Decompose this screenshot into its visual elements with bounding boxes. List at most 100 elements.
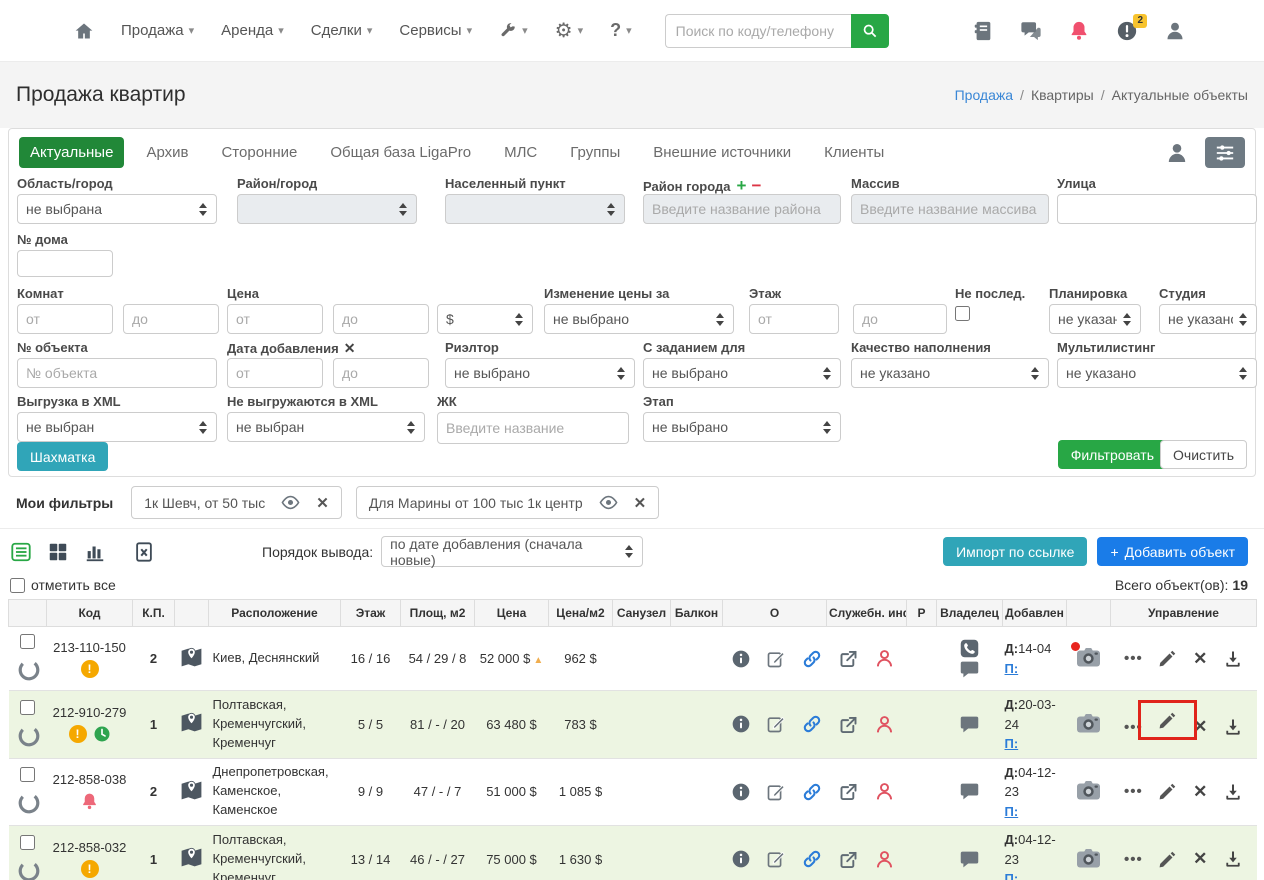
external-link-icon[interactable]: [838, 781, 859, 802]
realtor-person-icon[interactable]: [874, 781, 895, 802]
external-link-icon[interactable]: [838, 714, 859, 735]
delete-filter-icon[interactable]: ✕: [316, 494, 329, 512]
list-view-icon[interactable]: [10, 541, 32, 563]
notifications-bell-icon[interactable]: [1068, 20, 1090, 42]
info-icon[interactable]: [731, 649, 751, 669]
edit-pencil-icon[interactable]: [1158, 649, 1177, 668]
photos-camera-icon[interactable]: [1075, 846, 1102, 870]
link-icon[interactable]: [802, 849, 822, 869]
download-icon[interactable]: [1223, 782, 1243, 802]
filter-settings-button[interactable]: [1205, 137, 1245, 168]
row-checkbox[interactable]: [19, 634, 35, 649]
tab-obshchaya-baza[interactable]: Общая база LigaPro: [330, 144, 472, 161]
phone-icon[interactable]: [959, 638, 980, 659]
add-object-button[interactable]: + Добавить объект: [1097, 537, 1248, 566]
nav-item-servisy[interactable]: Сервисы ▾: [399, 22, 473, 39]
delete-filter-icon[interactable]: ✕: [633, 494, 647, 512]
floor-from-input[interactable]: [758, 311, 830, 327]
task-for-select[interactable]: не выбрано: [643, 358, 841, 388]
realtor-select[interactable]: не выбрано: [445, 358, 635, 388]
realtor-person-icon[interactable]: [874, 648, 895, 669]
photos-camera-icon[interactable]: [1075, 711, 1102, 735]
tab-vneshnie-istochniki[interactable]: Внешние источники: [653, 144, 792, 161]
link-icon[interactable]: [802, 714, 822, 734]
xml-not-export-select[interactable]: не выбран: [227, 412, 425, 442]
quality-select[interactable]: не указано: [851, 358, 1049, 388]
tab-aktualnye[interactable]: Актуальные: [19, 137, 125, 168]
object-no-input[interactable]: [26, 365, 208, 381]
delete-icon[interactable]: ✕: [1193, 849, 1208, 869]
rooms-to-input[interactable]: [132, 311, 210, 327]
delete-icon[interactable]: ✕: [1193, 781, 1208, 801]
photos-camera-icon[interactable]: [1071, 642, 1102, 669]
clear-date-filter-icon[interactable]: ✕: [343, 340, 356, 356]
edit-note-icon[interactable]: [766, 849, 786, 869]
realtor-person-icon[interactable]: [874, 849, 895, 870]
more-actions-icon[interactable]: •••: [1124, 783, 1143, 801]
comment-icon[interactable]: [959, 714, 980, 735]
p-date-link[interactable]: П:: [1004, 871, 1019, 880]
clear-button[interactable]: Очистить: [1160, 440, 1247, 469]
p-date-link[interactable]: П:: [1004, 736, 1019, 751]
tab-mls[interactable]: МЛС: [504, 144, 538, 161]
comment-icon[interactable]: [959, 849, 980, 870]
tab-storonnie[interactable]: Сторонние: [221, 144, 298, 161]
row-checkbox[interactable]: [19, 834, 35, 850]
layout-select[interactable]: не указано: [1049, 304, 1141, 334]
more-actions-icon[interactable]: •••: [1124, 650, 1143, 667]
messages-icon[interactable]: [1020, 20, 1042, 42]
remove-district-icon[interactable]: −: [751, 176, 762, 195]
comment-icon[interactable]: [959, 781, 980, 802]
photos-camera-icon[interactable]: [1075, 778, 1102, 802]
date-to-input[interactable]: [342, 365, 420, 381]
house-no-input[interactable]: [26, 255, 104, 272]
info-icon[interactable]: [731, 714, 751, 734]
price-to-input[interactable]: [342, 311, 420, 327]
breadcrumb-link-prodazha[interactable]: Продажа: [954, 87, 1014, 103]
grid-view-icon[interactable]: [47, 541, 69, 563]
help-menu[interactable]: ? ▾: [610, 20, 632, 41]
breadcrumb-kvartiry[interactable]: Квартиры: [1030, 87, 1094, 103]
nav-item-arenda[interactable]: Аренда ▾: [221, 22, 284, 39]
import-by-link-button[interactable]: Импорт по ссылке: [943, 537, 1088, 566]
download-icon[interactable]: [1223, 649, 1243, 669]
more-actions-icon[interactable]: •••: [1124, 718, 1143, 736]
view-filter-eye-icon[interactable]: [599, 493, 618, 512]
nav-item-prodazha[interactable]: Продажа ▾: [121, 22, 195, 39]
map-pin-icon[interactable]: [179, 778, 204, 803]
edit-note-icon[interactable]: [766, 782, 786, 802]
profile-icon[interactable]: [1164, 20, 1186, 42]
search-button[interactable]: [850, 13, 889, 48]
row-checkbox[interactable]: [19, 699, 35, 715]
link-icon[interactable]: [802, 649, 822, 669]
delete-icon[interactable]: ✕: [1193, 717, 1208, 737]
filter-button[interactable]: Фильтровать: [1057, 440, 1167, 469]
sort-order-select[interactable]: по дате добавления (сначала новые): [381, 536, 644, 568]
excel-export-icon[interactable]: [133, 541, 155, 563]
settings-gear-menu[interactable]: ⚙ ▾: [555, 21, 583, 41]
edit-note-icon[interactable]: [766, 649, 786, 669]
edit-pencil-icon[interactable]: [1158, 711, 1177, 730]
edit-note-icon[interactable]: [766, 714, 786, 734]
address-book-icon[interactable]: [972, 20, 994, 42]
user-icon[interactable]: [1165, 141, 1189, 165]
xml-export-select[interactable]: не выбран: [17, 412, 217, 442]
search-input[interactable]: [664, 13, 851, 48]
edit-pencil-icon[interactable]: [1158, 782, 1177, 801]
chart-view-icon[interactable]: [84, 541, 106, 563]
add-district-icon[interactable]: +: [736, 176, 747, 195]
row-checkbox[interactable]: [19, 767, 35, 783]
info-icon[interactable]: [731, 782, 751, 802]
external-link-icon[interactable]: [838, 849, 859, 870]
download-icon[interactable]: [1223, 849, 1243, 869]
multilisting-select[interactable]: не указано: [1057, 358, 1257, 388]
complex-input[interactable]: [446, 420, 620, 436]
not-last-checkbox[interactable]: [955, 306, 970, 321]
realtor-person-icon[interactable]: [874, 714, 895, 735]
date-from-input[interactable]: [236, 365, 314, 381]
p-date-link[interactable]: П:: [1004, 660, 1019, 676]
price-change-select[interactable]: не выбрано: [544, 304, 734, 334]
region-select[interactable]: не выбрана: [17, 194, 217, 224]
comment-icon[interactable]: [959, 659, 980, 680]
edit-pencil-icon[interactable]: [1158, 850, 1177, 869]
